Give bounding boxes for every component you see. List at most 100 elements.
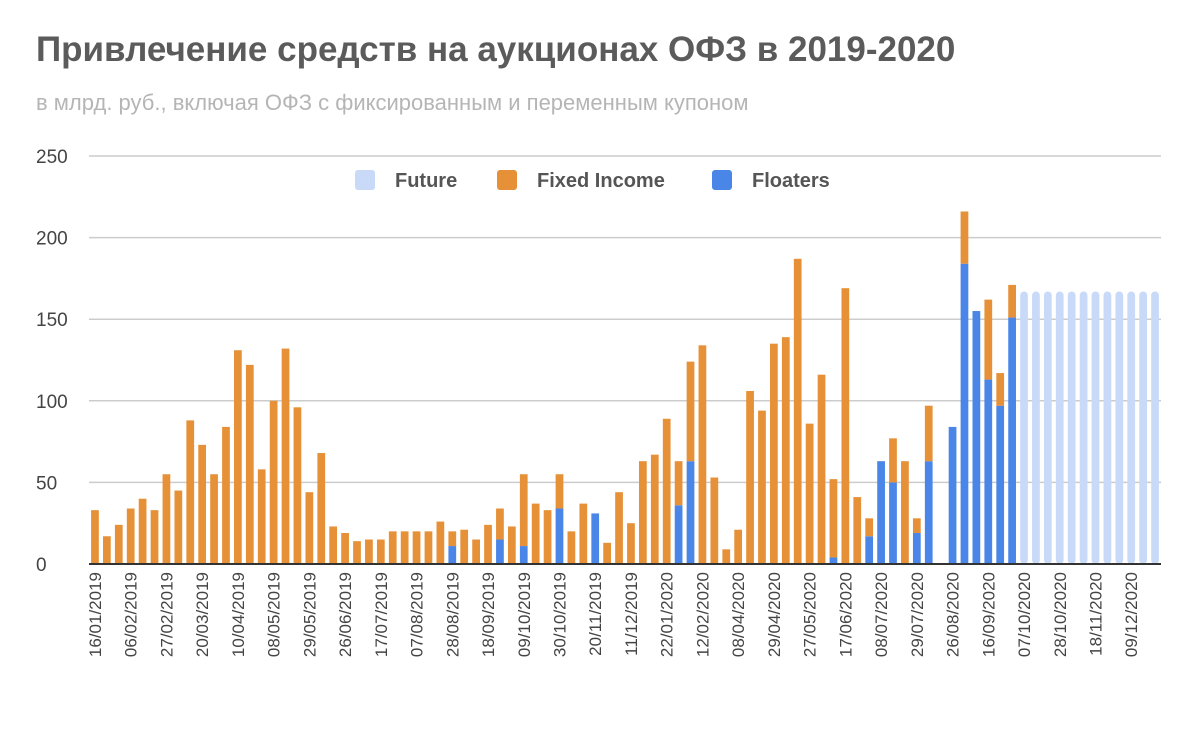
bar-fixed-income (924, 405, 933, 462)
bar-fixed-income (889, 438, 897, 483)
bar-fixed-income (341, 532, 349, 564)
x-tick-label: 18/11/2020 (1086, 572, 1105, 656)
bar-fixed-income (650, 454, 659, 564)
bar-fixed-income (519, 474, 528, 547)
x-tick-label: 29/05/2019 (300, 572, 319, 657)
x-tick-label: 22/01/2020 (658, 572, 677, 657)
x-tick-label: 11/12/2019 (622, 572, 641, 656)
bar-future (1127, 291, 1136, 564)
bar-fixed-income (91, 510, 99, 564)
x-tick-label: 20/03/2019 (193, 572, 212, 657)
x-tick-label: 08/07/2020 (872, 572, 891, 657)
bar-fixed-income (615, 492, 623, 564)
bar-fixed-income (841, 288, 850, 564)
bar-fixed-income (543, 510, 552, 564)
x-tick-label: 27/02/2019 (157, 572, 176, 657)
bar-floaters (448, 546, 457, 564)
bar-fixed-income (996, 373, 1005, 406)
bar-fixed-income (198, 444, 207, 564)
bar-fixed-income (579, 503, 588, 564)
bar-fixed-income (627, 523, 635, 564)
legend-label: Future (395, 170, 457, 192)
x-tick-label: 06/02/2019 (122, 572, 141, 657)
bar-fixed-income (245, 364, 254, 564)
bar-future (1079, 291, 1088, 564)
bar-fixed-income (829, 479, 838, 558)
bar-fixed-income (448, 531, 457, 547)
bar-fixed-income (758, 410, 766, 564)
bar-fixed-income (555, 474, 564, 509)
bar-fixed-income (150, 510, 159, 564)
bar-fixed-income (853, 497, 862, 564)
bar-fixed-income (293, 407, 302, 564)
bar-fixed-income (901, 461, 909, 564)
bar-floaters (996, 405, 1005, 564)
x-tick-label: 27/05/2020 (801, 572, 820, 657)
bar-fixed-income (162, 474, 171, 564)
legend-label: Floaters (752, 170, 830, 192)
bar-floaters (984, 379, 993, 564)
bar-fixed-income (531, 503, 540, 564)
bar-floaters (555, 508, 564, 564)
x-tick-label: 26/08/2020 (944, 572, 963, 657)
bar-fixed-income (174, 490, 183, 564)
bar-floaters (829, 557, 838, 564)
bar-fixed-income (269, 400, 278, 564)
legend-swatch-fixed-income (497, 170, 517, 190)
bar-fixed-income (865, 518, 874, 537)
bar-floaters (948, 426, 957, 564)
x-tick-label: 12/02/2020 (693, 572, 712, 657)
y-tick-label: 150 (36, 310, 68, 331)
bar-fixed-income (674, 461, 683, 506)
bar-future (1091, 291, 1100, 564)
bar-fixed-income (138, 498, 147, 564)
bar-fixed-income (817, 374, 826, 564)
bar-fixed-income (603, 542, 612, 564)
x-tick-label: 07/10/2020 (1015, 572, 1034, 657)
bar-fixed-income (781, 337, 790, 564)
x-tick-label: 08/05/2019 (265, 572, 284, 657)
x-tick-label: 29/04/2020 (765, 572, 784, 657)
bar-future (1032, 291, 1040, 564)
bar-fixed-income (222, 426, 230, 564)
bar-fixed-income (698, 345, 707, 564)
x-tick-label: 09/10/2019 (515, 572, 534, 657)
bar-floaters (877, 461, 885, 564)
bar-fixed-income (234, 350, 242, 564)
bar-fixed-income (376, 539, 385, 564)
bar-fixed-income (793, 258, 802, 564)
legend-swatch-floaters (712, 170, 732, 190)
bar-fixed-income (1008, 284, 1016, 318)
x-tick-label: 16/09/2020 (979, 572, 998, 657)
bar-future (1020, 291, 1028, 564)
x-tick-label: 16/01/2019 (86, 572, 105, 657)
bar-floaters (912, 532, 921, 564)
bar-fixed-income (960, 211, 969, 264)
bar-fixed-income (210, 474, 218, 564)
bar-floaters (496, 539, 504, 564)
x-tick-label: 26/06/2019 (336, 572, 355, 657)
bar-fixed-income (912, 518, 921, 533)
bar-future (1115, 291, 1124, 564)
x-tick-label: 30/10/2019 (550, 572, 569, 657)
bar-fixed-income (746, 391, 754, 564)
x-tick-label: 29/07/2020 (908, 572, 927, 657)
bar-fixed-income (388, 531, 397, 564)
bar-fixed-income (496, 508, 504, 540)
bar-fixed-income (472, 539, 480, 564)
bar-fixed-income (984, 299, 993, 380)
bar-fixed-income (114, 524, 123, 564)
bar-future (1139, 291, 1148, 564)
bar-fixed-income (436, 521, 445, 564)
bar-fixed-income (317, 453, 326, 564)
x-tick-label: 17/07/2019 (372, 572, 391, 657)
bar-floaters (591, 513, 600, 564)
bar-fixed-income (365, 539, 373, 564)
bar-fixed-income (353, 541, 361, 564)
bar-floaters (972, 311, 981, 564)
bar-fixed-income (424, 531, 433, 564)
bar-fixed-income (305, 492, 314, 564)
bar-fixed-income (257, 469, 266, 564)
y-tick-label: 250 (36, 147, 68, 168)
